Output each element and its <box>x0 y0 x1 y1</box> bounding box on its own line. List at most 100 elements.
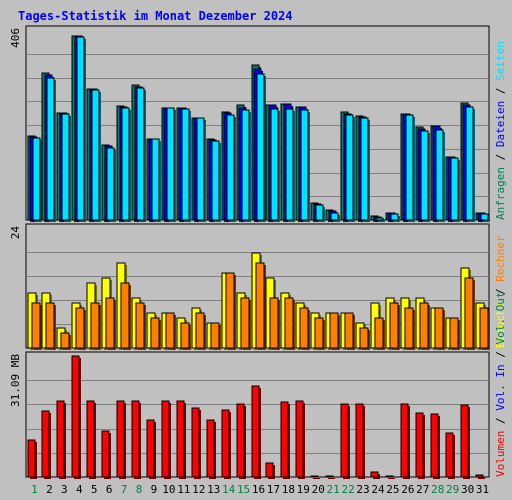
bar-volumen-29-face <box>445 432 454 478</box>
bar-seiten-14-face <box>226 114 235 221</box>
day-label-28: 28 <box>431 483 444 496</box>
bar-volumen-6-face <box>101 430 110 478</box>
bar-rechner-29-face <box>449 317 459 349</box>
bar-rechner-16-face <box>255 262 265 349</box>
bar-seiten-5 <box>91 89 101 222</box>
bar-rechner-28 <box>434 307 445 350</box>
series-legend-middle: Besuche / Rechner <box>494 235 507 348</box>
bar-rechner-31 <box>479 307 490 350</box>
panel-middle: 24 Besuche / Rechner <box>9 223 507 350</box>
bar-rechner-23 <box>359 327 370 350</box>
day-label-21: 21 <box>327 483 340 496</box>
bar-volumen-12-face <box>191 407 200 478</box>
day-label-10: 10 <box>162 483 175 496</box>
bar-rechner-13 <box>210 322 221 350</box>
bar-rechner-27-face <box>419 302 429 349</box>
bar-seiten-6 <box>106 147 116 222</box>
bar-rechner-25 <box>389 302 400 350</box>
day-label-20: 20 <box>312 483 325 496</box>
bar-volumen-26 <box>400 403 410 479</box>
bar-volumen-9-face <box>146 419 155 478</box>
bar-volumen-7-face <box>116 400 125 478</box>
bar-volumen-17-face <box>265 462 274 478</box>
bar-rechner-25-face <box>389 302 399 349</box>
day-label-11: 11 <box>177 483 190 496</box>
bar-volumen-31-face <box>475 474 484 478</box>
bar-rechner-7-face <box>120 282 130 349</box>
bar-rechner-17 <box>269 297 280 350</box>
bar-rechner-4 <box>75 307 86 350</box>
day-label-18: 18 <box>282 483 295 496</box>
bar-seiten-14 <box>226 114 236 222</box>
bar-volumen-11 <box>176 400 186 479</box>
bar-rechner-3-face <box>60 332 70 349</box>
bar-seiten-20 <box>315 204 325 222</box>
day-label-1: 1 <box>31 483 38 496</box>
bar-volumen-26-face <box>400 403 409 478</box>
bar-volumen-27 <box>415 412 425 479</box>
bar-rechner-1-face <box>31 302 41 349</box>
bar-volumen-6 <box>101 430 111 479</box>
bar-seiten-1-face <box>32 137 41 221</box>
bar-volumen-13-face <box>206 419 215 478</box>
day-label-6: 6 <box>106 483 113 496</box>
bar-seiten-19-face <box>300 109 309 221</box>
legend-separator: / <box>494 81 507 101</box>
bar-seiten-2-face <box>46 77 55 221</box>
series-legend-bottom: Volumen / Vol. In / Vol. Out <box>494 292 507 477</box>
bar-seiten-25 <box>390 213 400 222</box>
day-label-5: 5 <box>91 483 98 496</box>
bar-volumen-19 <box>295 400 305 479</box>
bar-volumen-22 <box>340 403 350 479</box>
bar-volumen-20 <box>310 475 320 479</box>
bar-rechner-12 <box>195 312 206 350</box>
bar-volumen-31-shadow <box>478 477 485 479</box>
bar-seiten-6-face <box>106 147 115 221</box>
bar-seiten-29 <box>450 157 460 222</box>
bar-volumen-11-face <box>176 400 185 478</box>
bar-rechner-21-face <box>329 312 339 349</box>
bar-rechner-31-face <box>479 307 489 349</box>
bar-volumen-25-face <box>385 475 394 478</box>
bar-seiten-4 <box>76 36 86 222</box>
bar-rechner-4-face <box>75 307 85 349</box>
y-max-label: 406 <box>9 28 22 48</box>
bar-seiten-25-face <box>390 213 399 221</box>
bar-volumen-2 <box>41 410 51 479</box>
bar-seiten-22-face <box>345 114 354 221</box>
bar-rechner-26 <box>404 307 415 350</box>
bar-seiten-22 <box>345 114 355 222</box>
bar-seiten-26-face <box>405 114 414 221</box>
bar-volumen-1 <box>27 439 37 479</box>
day-label-17: 17 <box>267 483 280 496</box>
bar-volumen-31 <box>475 474 485 479</box>
bar-seiten-16-face <box>256 73 265 221</box>
bar-volumen-23 <box>355 403 365 479</box>
bar-seiten-11-face <box>181 108 190 221</box>
bar-volumen-15 <box>236 403 246 479</box>
bar-volumen-25-shadow <box>388 478 395 479</box>
bar-rechner-30-face <box>464 277 474 349</box>
bar-seiten-17 <box>270 108 280 222</box>
bar-rechner-24 <box>374 317 385 350</box>
day-label-23: 23 <box>356 483 369 496</box>
bar-seiten-28 <box>435 129 445 222</box>
bar-seiten-16 <box>256 73 266 222</box>
bar-seiten-24-shadow <box>378 220 385 222</box>
bar-rechner-5-face <box>90 302 100 349</box>
bar-volumen-12 <box>191 407 201 479</box>
legend-anfragen: Anfragen <box>494 167 507 220</box>
bar-volumen-21-face <box>325 475 334 478</box>
bar-volumen-18-face <box>280 401 289 478</box>
bar-seiten-11 <box>181 108 191 222</box>
legend-rechner: Rechner <box>494 235 507 282</box>
legend-separator: / <box>494 282 507 302</box>
day-label-16: 16 <box>252 483 265 496</box>
bar-volumen-22-face <box>340 403 349 478</box>
bar-seiten-23 <box>360 117 370 222</box>
panel-bottom: 31.09 MB Volumen / Vol. In / Vol. Out <box>9 292 507 479</box>
bar-rechner-22 <box>344 312 355 350</box>
bar-volumen-24-face <box>370 471 379 478</box>
